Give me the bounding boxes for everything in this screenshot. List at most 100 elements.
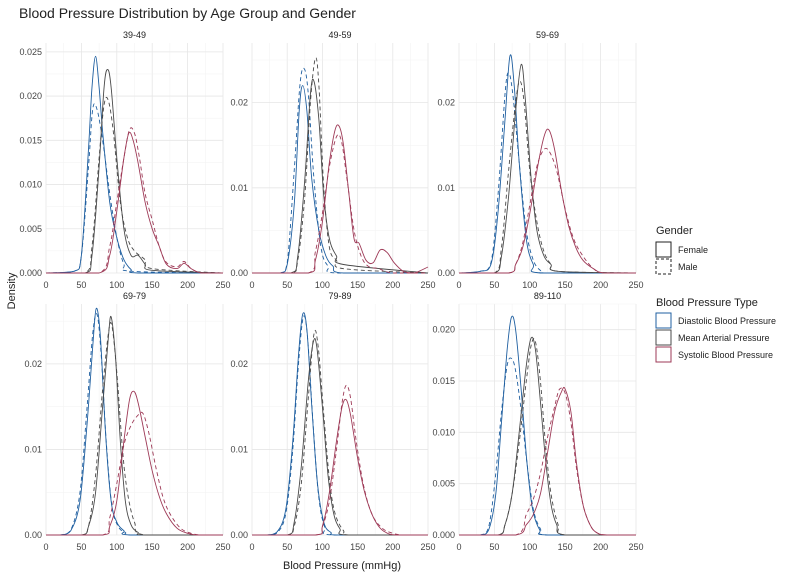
density-curve-sys-female (252, 398, 428, 536)
density-curve-dia-female (458, 54, 636, 274)
y-tick-label: 0.015 (432, 376, 455, 386)
x-tick-label: 150 (558, 542, 573, 552)
legend-label-map: Mean Arterial Pressure (678, 333, 770, 343)
x-tick-label: 150 (350, 542, 365, 552)
x-tick-label: 250 (628, 542, 643, 552)
facet-strip-label: 39-49 (123, 30, 146, 40)
y-tick-label: 0.010 (19, 180, 42, 190)
x-tick-label: 150 (145, 280, 160, 290)
y-tick-label: 0.02 (24, 359, 42, 369)
y-tick-label: 0.000 (432, 530, 455, 540)
y-tick-label: 0.010 (432, 427, 455, 437)
density-curve-map-male (252, 57, 429, 274)
x-tick-label: 200 (385, 542, 400, 552)
legend-key-male (655, 258, 672, 275)
chart-title: Blood Pressure Distribution by Age Group… (19, 5, 356, 21)
x-tick-label: 100 (109, 542, 124, 552)
panel-89-110: 0 50 100 150 200 250 0.000 0.005 0.010 0.015 0.020… (432, 291, 643, 552)
density-curve-map-female (459, 63, 637, 274)
density-curve-sys-male (252, 133, 428, 274)
x-tick-label: 250 (215, 280, 230, 290)
legend-gender: Gender Female Male (655, 225, 708, 275)
x-tick-label: 250 (628, 280, 643, 290)
legend-label-male: Male (678, 262, 698, 272)
y-tick-label: 0.01 (230, 183, 248, 193)
density-curve-sys-female (252, 124, 429, 274)
y-tick-label: 0.005 (19, 224, 42, 234)
panel-49-59: 0 50 100 150 200 250 0.00 0.01 0.02 49-59 (230, 30, 435, 290)
density-curve-sys-male (459, 147, 636, 274)
x-tick-label: 50 (489, 542, 499, 552)
legend-gender-title: Gender (656, 225, 693, 237)
x-tick-label: 100 (109, 280, 124, 290)
y-tick-label: 0.020 (432, 325, 455, 335)
density-curve-map-female (46, 69, 224, 274)
panel-79-89: 0 50 100 150 200 250 0.00 0.01 0.02 79-89 (230, 291, 435, 552)
facet-strip-label: 69-79 (123, 291, 146, 301)
x-tick-label: 100 (522, 542, 537, 552)
x-tick-label: 0 (456, 542, 461, 552)
y-tick-label: 0.00 (437, 268, 455, 278)
legend-key-sys (655, 346, 672, 363)
legend-label-female: Female (678, 245, 708, 255)
x-tick-label: 200 (180, 280, 195, 290)
y-tick-label: 0.01 (437, 183, 455, 193)
x-tick-label: 50 (282, 280, 292, 290)
x-tick-label: 0 (43, 280, 48, 290)
legend-key-dia (655, 312, 672, 329)
density-curve-map-male (459, 338, 636, 536)
density-curve-map-female (252, 78, 429, 274)
panel-69-79: 0 50 100 150 200 250 0.00 0.01 0.02 69-79 (24, 291, 230, 552)
density-curve-dia-male (252, 67, 428, 274)
density-curve-map-male (46, 96, 224, 274)
density-curve-dia-male (459, 357, 636, 536)
x-tick-label: 200 (593, 542, 608, 552)
x-tick-label: 0 (249, 542, 254, 552)
x-tick-label: 50 (282, 542, 292, 552)
density-curve-map-female (252, 338, 428, 536)
y-tick-label: 0.02 (437, 98, 455, 108)
y-axis-label: Density (6, 272, 18, 309)
x-tick-label: 250 (420, 280, 435, 290)
legend-key-female (655, 241, 672, 258)
y-tick-label: 0.01 (230, 444, 248, 454)
y-tick-label: 0.020 (19, 91, 42, 101)
legend-label-sys: Systolic Blood Pressure (678, 350, 773, 360)
density-curve-sys-female (46, 131, 223, 274)
x-tick-label: 200 (385, 280, 400, 290)
legend-key-map (655, 329, 672, 346)
x-axis-label: Blood Pressure (mmHg) (283, 560, 401, 572)
density-curve-dia-female (459, 315, 636, 536)
density-curve-map-female (46, 315, 223, 536)
x-tick-label: 100 (315, 280, 330, 290)
legend-label-dia: Diastolic Blood Pressure (678, 316, 776, 326)
facet-strip-label: 89-110 (534, 291, 561, 301)
x-tick-label: 0 (456, 280, 461, 290)
facet-strip-label: 79-89 (328, 291, 351, 301)
panel-39-49: 0 50 100 150 200 250 0.000 0.005 0.010 0.015 0.020… (19, 30, 230, 290)
x-tick-label: 150 (145, 542, 160, 552)
density-curve-sys-male (46, 411, 223, 536)
legend-bp-type: Blood Pressure Type Diastolic Blood Pres… (655, 297, 776, 363)
density-curve-sys-male (46, 127, 223, 274)
y-tick-label: 0.02 (230, 98, 248, 108)
x-tick-label: 50 (76, 542, 86, 552)
y-tick-label: 0.00 (24, 530, 42, 540)
panel-59-69: 0 50 100 150 200 250 0.00 0.01 0.02 59-69 (437, 30, 643, 290)
y-tick-label: 0.00 (230, 530, 248, 540)
density-curve-dia-male (252, 315, 428, 536)
density-curve-map-male (46, 322, 223, 536)
density-curve-sys-female (46, 390, 223, 536)
density-curve-dia-male (458, 72, 636, 274)
density-curve-map-male (459, 80, 637, 274)
x-tick-label: 50 (489, 280, 499, 290)
x-tick-label: 100 (522, 280, 537, 290)
density-curve-map-male (252, 329, 428, 536)
density-curve-sys-female (459, 128, 636, 274)
density-curve-dia-male (45, 103, 224, 274)
density-curve-sys-male (459, 387, 636, 536)
y-tick-label: 0.00 (230, 268, 248, 278)
legend-bp-title: Blood Pressure Type (656, 297, 758, 309)
y-tick-label: 0.02 (230, 359, 248, 369)
x-tick-label: 250 (215, 542, 230, 552)
